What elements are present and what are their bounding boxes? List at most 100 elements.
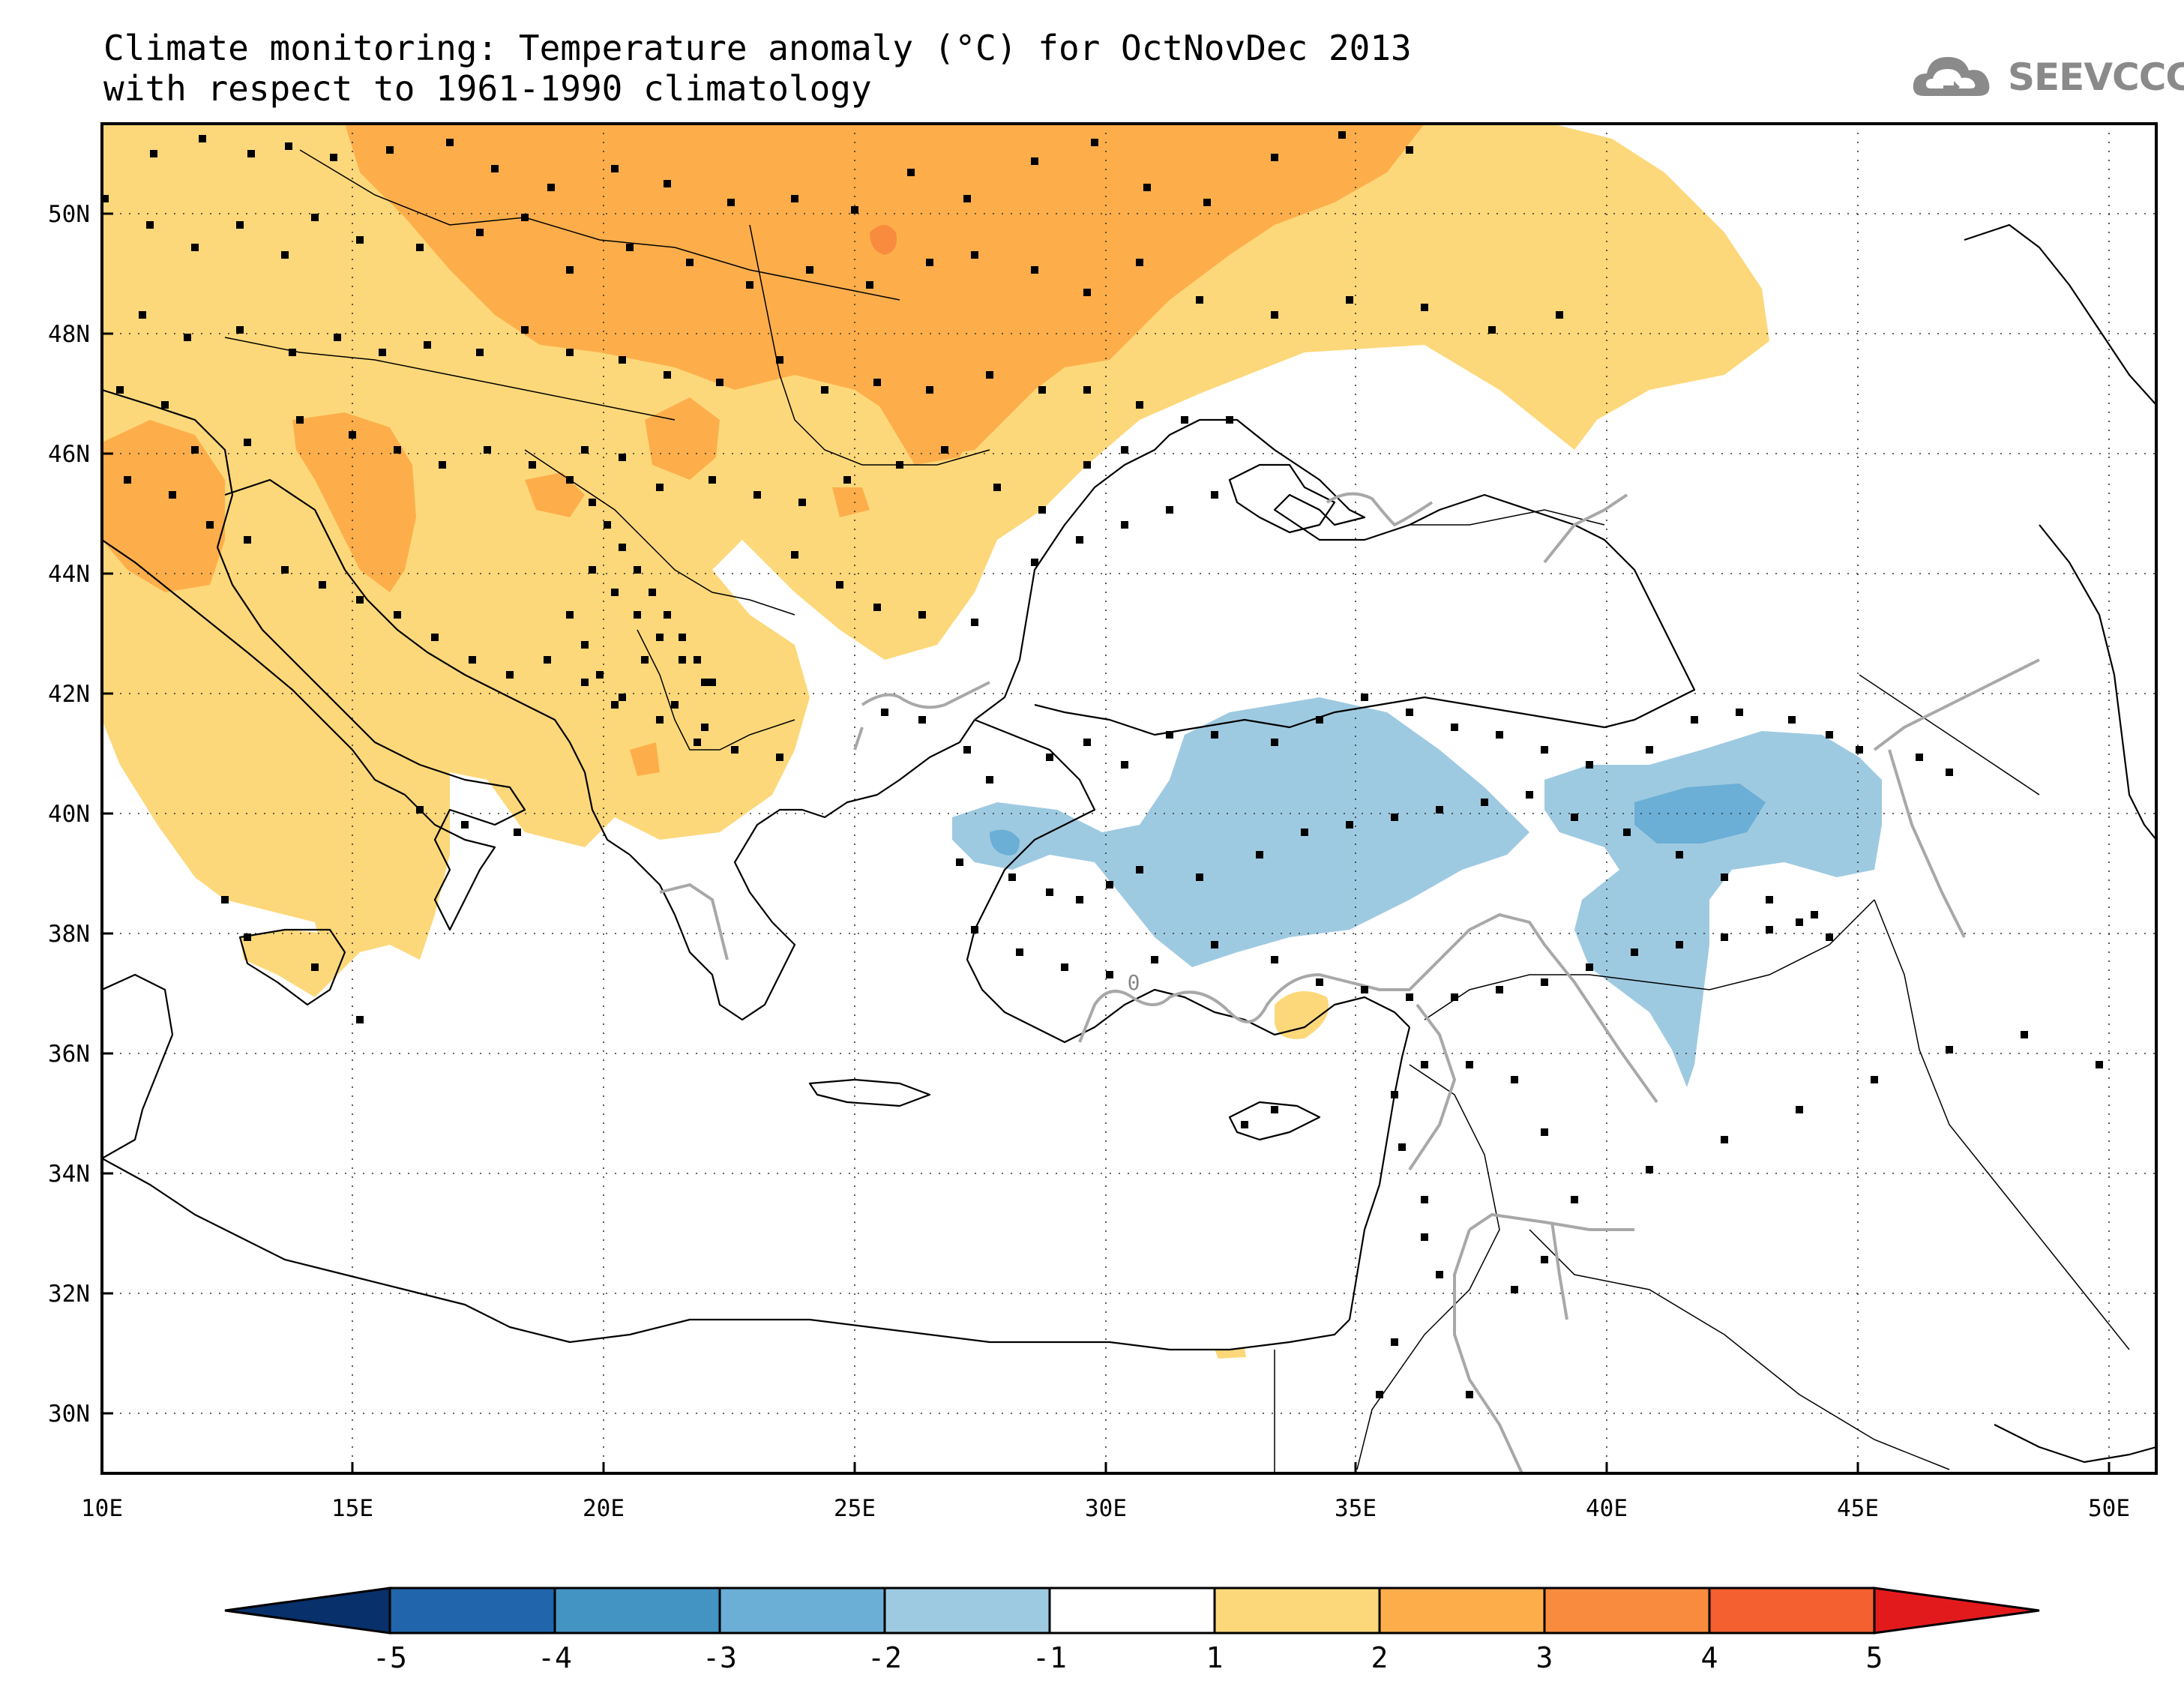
colorbar-label: 4	[1701, 1641, 1718, 1674]
station-marker	[566, 349, 574, 356]
station-marker	[1271, 311, 1278, 319]
lat-tick-label: 50N	[48, 201, 90, 228]
station-marker	[221, 896, 229, 903]
station-marker	[1496, 731, 1503, 739]
station-marker	[896, 461, 903, 469]
warm-anomaly-slovenia	[292, 412, 416, 592]
station-marker	[394, 446, 401, 454]
station-marker	[356, 596, 364, 604]
station-marker	[709, 679, 716, 686]
station-marker	[1316, 978, 1323, 986]
station-marker	[521, 214, 529, 221]
station-marker	[776, 754, 783, 761]
station-marker	[986, 371, 993, 379]
station-marker	[349, 431, 356, 439]
station-marker	[116, 386, 124, 394]
colorbar-cell	[1378, 1587, 1546, 1635]
station-marker	[1826, 731, 1833, 739]
negative-anomaly-turkey-west	[952, 697, 1529, 967]
station-marker	[1676, 941, 1683, 948]
station-marker	[727, 199, 735, 206]
station-marker	[2021, 1031, 2028, 1038]
station-marker	[1076, 536, 1083, 544]
station-marker	[484, 446, 491, 454]
station-marker	[191, 446, 199, 454]
positive-anomaly-sicily	[240, 930, 341, 997]
seevccc-logo: SEEVCCC	[1910, 46, 2184, 108]
station-marker	[746, 281, 753, 289]
station-marker	[1541, 746, 1548, 754]
station-marker	[1106, 971, 1113, 978]
station-marker	[1196, 296, 1203, 304]
station-marker	[701, 724, 709, 731]
station-marker	[1316, 716, 1323, 724]
station-marker	[716, 379, 724, 386]
station-marker	[146, 221, 154, 229]
station-marker	[1271, 1106, 1278, 1113]
station-marker	[476, 229, 484, 236]
station-marker	[1721, 933, 1728, 941]
station-marker	[356, 1016, 364, 1023]
station-marker	[1121, 521, 1128, 529]
lat-tick-label: 42N	[48, 681, 90, 708]
station-marker	[289, 349, 296, 356]
caspian-coastline	[1964, 223, 2156, 841]
station-marker	[356, 236, 364, 244]
station-marker	[244, 933, 251, 941]
station-marker	[2096, 1061, 2103, 1068]
latitude-labels: 30N 32N 34N 36N 38N 40N 42N 44N 46N 48N …	[48, 201, 90, 1428]
station-marker	[791, 195, 798, 202]
lat-tick-label: 36N	[48, 1041, 90, 1068]
station-marker	[244, 439, 251, 446]
station-marker	[1406, 146, 1413, 154]
station-marker	[1421, 1061, 1428, 1068]
station-marker	[1031, 266, 1038, 274]
zero-contours	[659, 492, 2040, 1473]
greece-coastline	[629, 719, 975, 1021]
station-marker	[1391, 1338, 1398, 1346]
station-marker	[1346, 296, 1353, 304]
station-marker	[461, 821, 469, 829]
station-marker	[918, 611, 926, 619]
station-marker	[986, 776, 993, 784]
station-marker	[206, 521, 214, 529]
colorbar-cell	[1048, 1587, 1216, 1635]
black-sea-coastline	[974, 418, 1696, 736]
station-marker	[918, 716, 926, 724]
station-marker	[1271, 956, 1278, 963]
station-marker	[446, 139, 454, 146]
station-marker	[1541, 978, 1548, 986]
station-marker	[1203, 199, 1211, 206]
station-marker	[416, 806, 424, 814]
station-marker	[236, 221, 244, 229]
station-marker	[394, 611, 401, 619]
station-marker	[1586, 963, 1593, 971]
lon-tick-label: 10E	[81, 1495, 123, 1522]
station-marker	[1571, 1196, 1578, 1203]
station-marker	[514, 829, 521, 836]
station-marker	[1061, 963, 1068, 971]
station-marker	[547, 184, 555, 191]
colorbar-cell	[1543, 1587, 1711, 1635]
station-marker	[1271, 154, 1278, 161]
station-marker	[656, 716, 664, 724]
colorbar-cell	[388, 1587, 556, 1635]
colorbar-label: -1	[1032, 1641, 1067, 1674]
colorbar-left-arrow	[224, 1587, 391, 1635]
station-marker	[596, 671, 604, 679]
country-borders	[224, 149, 2130, 1473]
warm-anomaly-bulgaria-small	[832, 487, 870, 517]
colorbar-right-arrow	[1873, 1587, 2040, 1635]
station-marker	[634, 566, 641, 574]
station-marker	[1008, 873, 1016, 881]
station-marker	[836, 581, 843, 589]
station-marker	[611, 701, 619, 709]
zero-contour-label: 0	[1128, 970, 1140, 995]
station-marker	[124, 476, 131, 484]
colorbar-label: 1	[1206, 1641, 1224, 1674]
station-marker	[1541, 1256, 1548, 1263]
cloud-icon	[1913, 57, 1990, 96]
station-marker	[866, 281, 873, 289]
station-marker	[1511, 1286, 1518, 1293]
station-marker	[566, 611, 574, 619]
